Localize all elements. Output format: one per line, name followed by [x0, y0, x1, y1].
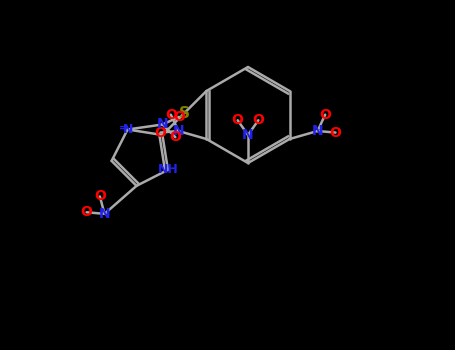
Text: O: O: [173, 110, 185, 124]
Text: O: O: [329, 126, 341, 140]
Text: N: N: [242, 128, 254, 142]
Text: O: O: [165, 108, 177, 122]
Text: O: O: [155, 126, 167, 140]
Text: S: S: [179, 105, 190, 120]
Text: NH: NH: [157, 163, 178, 176]
Text: N: N: [172, 124, 184, 138]
Text: O: O: [94, 189, 106, 203]
Text: O: O: [81, 205, 92, 219]
Text: =: =: [119, 122, 128, 133]
Text: O: O: [169, 130, 181, 144]
Text: N: N: [157, 118, 168, 132]
Text: N: N: [99, 207, 110, 221]
Text: O: O: [232, 113, 243, 127]
Text: N: N: [312, 124, 324, 138]
Text: N: N: [122, 123, 133, 136]
Text: O: O: [319, 108, 331, 122]
Text: O: O: [253, 113, 264, 127]
